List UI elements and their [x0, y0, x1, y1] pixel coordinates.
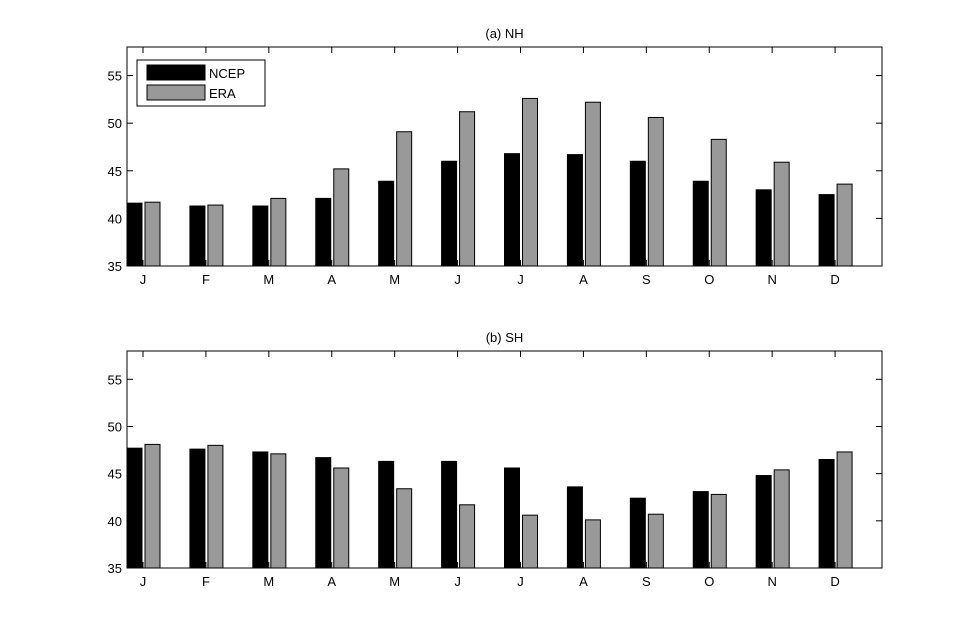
bar-era-8: [647, 116, 664, 267]
xtick-label: J: [454, 574, 461, 589]
ytick-label: 45: [108, 164, 122, 179]
bar-ncep-1: [189, 448, 206, 569]
xtick-label: D: [830, 272, 839, 287]
ytick-label: 55: [108, 372, 122, 387]
xtick-label: J: [517, 272, 524, 287]
bar-era-4: [396, 488, 413, 569]
xtick-label: M: [389, 272, 400, 287]
xtick-label: D: [830, 574, 839, 589]
chart-title: (b) SH: [486, 330, 524, 345]
ytick-label: 50: [108, 419, 122, 434]
xtick-label: J: [517, 574, 524, 589]
bar-era-5: [459, 111, 476, 267]
xtick-label: A: [327, 272, 336, 287]
bar-ncep-5: [441, 160, 458, 267]
legend-label-ncep: NCEP: [209, 66, 245, 81]
ytick-label: 40: [108, 514, 122, 529]
xtick-label: F: [202, 574, 210, 589]
bar-ncep-6: [504, 467, 520, 569]
bar-ncep-5: [441, 460, 458, 569]
xtick-label: J: [140, 272, 147, 287]
bar-ncep-0: [126, 202, 143, 267]
bar-ncep-8: [629, 497, 646, 569]
ytick-label: 50: [108, 116, 122, 131]
legend-swatch-ncep: [146, 64, 206, 81]
xtick-label: N: [767, 272, 776, 287]
xtick-label: A: [579, 574, 588, 589]
bar-era-4: [396, 131, 413, 267]
bar-era-5: [459, 504, 476, 569]
xtick-label: S: [642, 272, 651, 287]
bar-era-7: [584, 101, 601, 267]
xtick-label: M: [263, 574, 274, 589]
bar-ncep-2: [252, 205, 269, 267]
bar-era-3: [333, 168, 350, 267]
xtick-label: F: [202, 272, 210, 287]
plot-frame: [126, 46, 883, 267]
bar-era-1: [207, 444, 224, 569]
xtick-label: N: [767, 574, 776, 589]
bar-era-3: [333, 467, 350, 569]
panel-sh: 35 40 45 50 55 J F M A M J J A S O N D (b) SH: [108, 330, 883, 589]
bar-era-11: [836, 451, 853, 569]
bar-era-9: [710, 493, 727, 569]
bar-ncep-9: [692, 491, 709, 569]
bar-era-0: [144, 443, 161, 569]
bar-era-9: [710, 138, 727, 267]
bar-ncep-3: [315, 457, 332, 569]
xtick-label: O: [704, 272, 714, 287]
bar-ncep-10: [755, 189, 772, 267]
bar-era-10: [773, 469, 790, 569]
bar-era-8: [647, 513, 664, 569]
legend-swatch-era: [146, 84, 206, 101]
bar-era-2: [270, 197, 287, 267]
bar-era-6: [522, 97, 538, 267]
xtick-label: J: [454, 272, 461, 287]
bar-ncep-6: [504, 153, 520, 267]
bar-ncep-1: [189, 205, 206, 267]
xtick-label: M: [389, 574, 400, 589]
bar-ncep-11: [818, 459, 835, 569]
xtick-label: M: [263, 272, 274, 287]
bar-ncep-10: [755, 475, 772, 569]
xtick-label: A: [579, 272, 588, 287]
plot-frame: [126, 350, 883, 569]
xtick-label: J: [140, 574, 147, 589]
bar-ncep-7: [566, 154, 583, 267]
legend-label-era: ERA: [209, 86, 236, 101]
bar-ncep-9: [692, 180, 709, 267]
xtick-label: O: [704, 574, 714, 589]
bar-era-6: [522, 514, 538, 569]
ytick-label: 40: [108, 211, 122, 226]
bar-ncep-11: [818, 194, 835, 267]
panel-nh: 35 40 45 50 55 J F M A M J J A S O N D (a) NH NCEP ERA: [108, 26, 883, 287]
bar-era-7: [584, 519, 601, 569]
bar-ncep-4: [378, 460, 395, 569]
bar-ncep-2: [252, 451, 269, 569]
chart-title: (a) NH: [485, 26, 523, 41]
bar-era-1: [207, 204, 224, 267]
bar-ncep-0: [126, 447, 143, 569]
bar-ncep-4: [378, 180, 395, 267]
ytick-label: 35: [108, 561, 122, 576]
bar-era-10: [773, 161, 790, 267]
bar-ncep-8: [629, 160, 646, 267]
xtick-label: S: [642, 574, 651, 589]
ytick-label: 45: [108, 467, 122, 482]
bar-era-11: [836, 183, 853, 267]
bar-ncep-7: [566, 486, 583, 569]
ytick-label: 55: [108, 69, 122, 84]
xtick-label: A: [327, 574, 336, 589]
bar-era-0: [144, 201, 161, 267]
bar-era-2: [270, 453, 287, 569]
ytick-label: 35: [108, 259, 122, 274]
bar-ncep-3: [315, 197, 332, 267]
